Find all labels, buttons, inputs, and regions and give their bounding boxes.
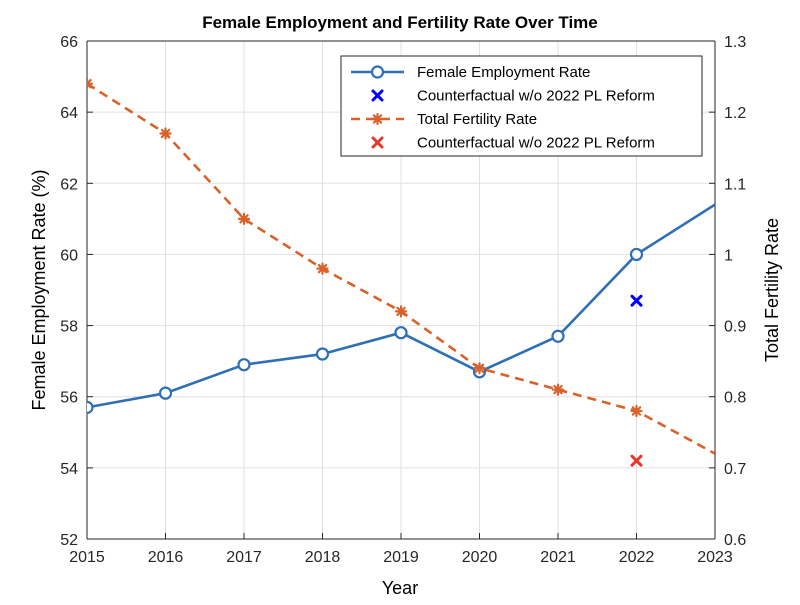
series-layer xyxy=(87,77,715,467)
legend-entry-label: Counterfactual w/o 2022 PL Reform xyxy=(417,135,655,152)
y-right-tick-label: 1.1 xyxy=(724,176,746,193)
y-left-tick-label: 62 xyxy=(60,176,78,193)
fertility-point xyxy=(87,77,94,90)
y-right-axis-label: Total Fertility Rate xyxy=(762,218,782,362)
axes: 2015 2016 2017 2018 2019 2020 2021 2022 2023 52 54… xyxy=(60,34,746,566)
fertility-point xyxy=(316,262,329,275)
series-group xyxy=(87,77,715,467)
y-left-tick-label: 66 xyxy=(60,34,78,51)
legend-swatch-marker-stroke xyxy=(372,114,383,124)
y-right-tick-label: 1 xyxy=(724,247,733,264)
legend: Female Employment Rate Counterfactual w/o… xyxy=(340,55,703,157)
legend-swatch-marker xyxy=(371,112,384,126)
fertility-point xyxy=(394,305,408,318)
y-left-tick-label: 52 xyxy=(60,532,78,549)
x-axis-label: Year xyxy=(382,578,418,598)
y-left-tick-label: 64 xyxy=(60,105,78,122)
y-right-tick-label: 0.8 xyxy=(724,390,746,407)
x-tick-label: 2019 xyxy=(383,549,419,566)
legend-entry-label: Counterfactual w/o 2022 PL Reform xyxy=(417,88,655,105)
counterfactual-point xyxy=(630,454,643,467)
x-tick-label: 2017 xyxy=(226,549,262,566)
fertility-point-stroke xyxy=(160,128,171,139)
employment-point xyxy=(394,326,408,340)
legend-entry-label: Female Employment Rate xyxy=(417,64,590,81)
y-right-tick-label: 1.3 xyxy=(724,34,746,51)
x-tick-label: 2021 xyxy=(540,549,576,566)
x-tick-label: 2018 xyxy=(305,549,341,566)
legend-swatch-marker xyxy=(371,136,384,149)
employment-point xyxy=(237,358,251,372)
fertility-point-stroke xyxy=(631,406,642,416)
fertility-point-stroke xyxy=(87,82,92,89)
y-left-tick-label: 54 xyxy=(60,461,78,478)
fertility-point xyxy=(159,127,172,140)
chart-title: Female Employment and Fertility Rate Ove… xyxy=(202,13,598,32)
counterfactual-point-stroke xyxy=(630,294,643,307)
y-right-tick-label: 0.7 xyxy=(724,461,746,478)
employment-point xyxy=(158,386,173,400)
legend-swatch-marker-stroke xyxy=(371,89,384,102)
x-tick-label: 2022 xyxy=(619,549,655,566)
x-tick-label: 2020 xyxy=(462,549,498,566)
y-right-tick-label: 0.9 xyxy=(724,319,746,336)
legend-entry-label: Total Fertility Rate xyxy=(417,111,537,128)
employment-point xyxy=(315,347,330,361)
y-left-tick-label: 56 xyxy=(60,390,78,407)
legend-swatch-marker-stroke xyxy=(371,136,384,149)
fertility-point-stroke xyxy=(474,363,485,373)
fertility-point xyxy=(473,362,486,375)
fertility-point xyxy=(551,383,565,396)
x-tick-label: 2015 xyxy=(69,549,105,566)
fertility-point xyxy=(630,404,643,418)
employment-point xyxy=(629,247,644,262)
employment-point xyxy=(551,329,565,343)
y-left-axis-label: Female Employment Rate (%) xyxy=(29,169,49,410)
counterfactual-point-stroke xyxy=(630,454,643,467)
employment-point xyxy=(87,400,94,414)
x-tick-label: 2016 xyxy=(148,549,184,566)
counterfactual-point xyxy=(630,294,643,307)
fertility-point-stroke xyxy=(396,306,406,317)
fertility-point-stroke xyxy=(317,263,328,274)
y-right-tick-label: 1.2 xyxy=(724,105,746,122)
y-left-tick-label: 58 xyxy=(60,319,78,336)
legend-swatch-marker xyxy=(371,89,384,102)
y-right-tick-label: 0.6 xyxy=(724,532,746,549)
fertility-point-stroke xyxy=(239,214,249,224)
fertility-point xyxy=(237,212,251,225)
x-tick-label: 2023 xyxy=(697,549,733,566)
fertility-point-stroke xyxy=(87,78,92,86)
y-left-tick-label: 60 xyxy=(60,247,78,264)
legend-swatch-marker xyxy=(370,65,385,79)
fertility-point-stroke xyxy=(553,384,563,395)
